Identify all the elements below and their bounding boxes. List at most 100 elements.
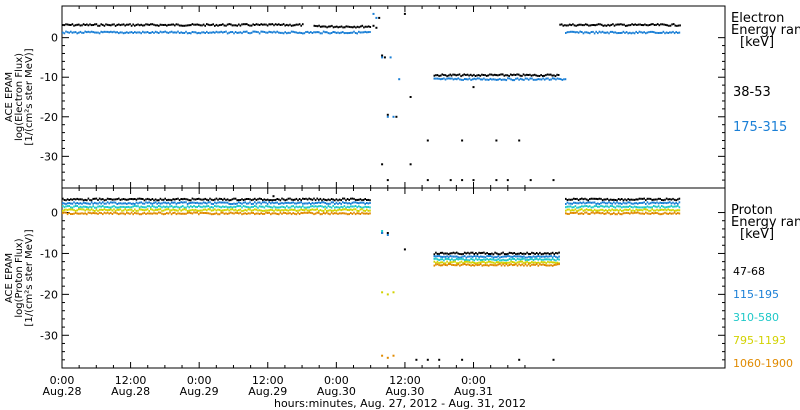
data-point xyxy=(662,205,665,208)
data-point xyxy=(98,211,101,214)
data-point xyxy=(444,255,447,258)
data-point xyxy=(467,259,469,262)
data-point xyxy=(126,206,128,209)
data-point xyxy=(447,77,450,80)
data-point xyxy=(79,202,82,205)
data-point xyxy=(102,23,104,26)
data-point xyxy=(439,78,442,81)
data-point xyxy=(66,198,69,201)
data-point xyxy=(671,23,673,26)
data-point xyxy=(587,201,589,204)
data-point xyxy=(143,31,146,34)
data-point xyxy=(539,251,541,254)
data-point xyxy=(621,209,623,212)
data-point xyxy=(265,201,267,204)
legend-entry: 175-315 xyxy=(733,120,787,135)
data-point xyxy=(268,205,270,208)
data-point xyxy=(527,255,530,258)
data-point xyxy=(270,31,272,34)
data-point xyxy=(284,212,286,214)
data-point xyxy=(191,23,194,26)
data-point xyxy=(182,212,184,215)
data-point xyxy=(270,23,272,26)
data-point xyxy=(537,255,540,257)
data-point xyxy=(318,201,320,204)
data-point xyxy=(657,202,660,205)
data-point xyxy=(643,197,645,200)
data-point xyxy=(255,30,258,33)
data-point xyxy=(553,77,556,80)
data-point xyxy=(166,212,168,215)
data-point xyxy=(473,264,476,267)
data-point xyxy=(630,198,633,201)
data-point xyxy=(345,199,347,202)
data-point xyxy=(95,208,98,211)
data-point xyxy=(358,30,360,33)
data-point xyxy=(316,205,318,208)
data-point xyxy=(111,209,114,212)
data-point xyxy=(638,202,641,204)
data-point xyxy=(354,32,357,34)
data-point xyxy=(364,30,366,33)
data-point xyxy=(666,24,669,27)
data-point xyxy=(270,202,272,205)
data-point xyxy=(316,25,319,28)
data-point xyxy=(641,31,644,34)
data-point xyxy=(278,209,280,212)
data-point xyxy=(657,32,660,34)
data-point xyxy=(214,205,216,207)
data-point xyxy=(367,206,370,208)
data-point xyxy=(575,24,577,27)
data-point xyxy=(178,199,181,202)
data-point xyxy=(538,75,541,77)
data-point xyxy=(579,212,581,215)
data-point xyxy=(605,205,607,208)
data-point xyxy=(233,197,235,200)
data-point xyxy=(608,208,610,211)
data-point xyxy=(140,201,142,204)
data-point xyxy=(484,74,486,77)
data-point xyxy=(76,205,78,207)
data-point xyxy=(242,23,245,26)
data-point xyxy=(415,358,418,361)
data-point xyxy=(455,264,458,267)
data-point xyxy=(653,209,655,212)
data-point xyxy=(446,255,448,258)
data-point xyxy=(609,202,612,205)
data-point xyxy=(645,208,647,211)
data-point xyxy=(281,31,283,34)
data-point xyxy=(494,259,496,262)
data-point xyxy=(87,208,90,211)
data-point xyxy=(641,197,644,200)
data-point xyxy=(593,201,596,204)
data-point xyxy=(669,205,671,208)
data-point xyxy=(170,201,173,204)
data-point xyxy=(657,212,660,215)
data-point xyxy=(600,208,602,211)
data-point xyxy=(587,199,589,202)
data-point xyxy=(122,202,125,205)
data-point xyxy=(210,206,213,208)
data-point xyxy=(102,201,104,204)
data-point xyxy=(193,205,195,207)
data-point xyxy=(329,205,331,208)
data-point xyxy=(207,205,210,208)
data-point xyxy=(100,198,102,201)
data-point xyxy=(84,24,86,26)
data-point xyxy=(484,256,487,259)
data-point xyxy=(652,23,654,26)
data-point xyxy=(146,208,149,211)
data-point xyxy=(159,30,162,33)
data-point xyxy=(271,201,274,204)
data-point xyxy=(65,203,67,205)
data-point xyxy=(297,199,299,202)
data-point xyxy=(82,205,85,208)
data-point xyxy=(356,201,358,204)
data-point xyxy=(497,78,500,81)
data-point xyxy=(287,31,290,34)
data-point xyxy=(516,252,519,255)
data-point xyxy=(577,202,580,205)
data-point xyxy=(222,198,224,201)
data-point xyxy=(294,31,296,34)
data-point xyxy=(653,212,655,215)
